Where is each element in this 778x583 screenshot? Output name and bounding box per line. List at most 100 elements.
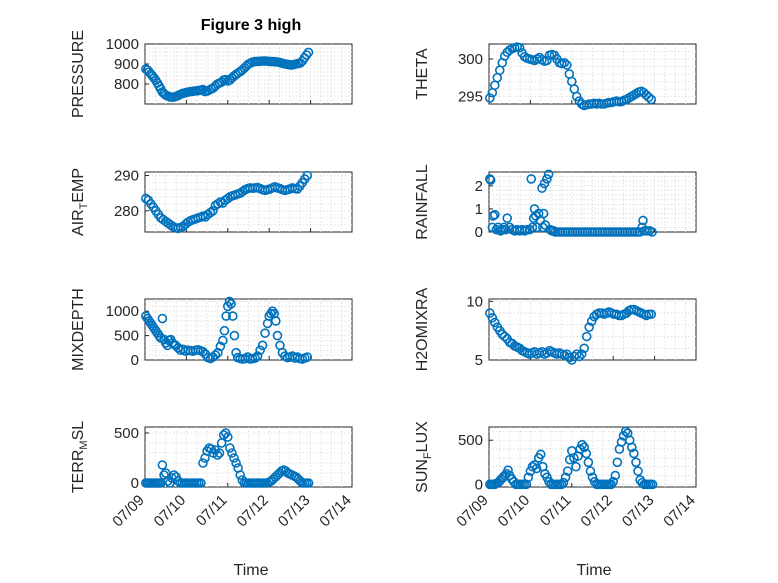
data-point — [223, 193, 233, 204]
data-point — [208, 206, 218, 216]
data-point — [485, 175, 496, 185]
data-point — [224, 296, 235, 307]
y-axis-label-subscript: M — [78, 440, 90, 449]
x-tick-label: 07/12 — [233, 492, 272, 531]
data-point — [577, 439, 587, 450]
data-point — [646, 94, 657, 105]
data-point — [574, 351, 585, 362]
x-tick-label: 07/14 — [316, 492, 355, 531]
data-point — [576, 349, 587, 359]
data-point — [581, 331, 592, 342]
y-axis-label: RAINFALL — [414, 164, 431, 240]
data-point — [542, 472, 552, 483]
y-axis-label-main: RAINFALL — [414, 164, 431, 240]
y-axis-label: SUNFLUX — [414, 421, 434, 493]
data-point — [629, 448, 639, 459]
subplot-sun: 0 500 07/09 07/10 07/11 07/12 07/13 07/14 SUNFLU… — [414, 421, 699, 531]
data-point — [514, 42, 525, 53]
data-point — [301, 50, 312, 60]
x-tick-label: 07/11 — [193, 492, 231, 530]
data-point — [198, 458, 208, 468]
y-tick-label: 0 — [475, 224, 483, 241]
y-tick-label: 2 — [475, 178, 483, 195]
data-point — [165, 220, 176, 230]
data-point — [213, 198, 223, 209]
data-point — [562, 60, 572, 70]
y-axis-label-main: MIXDEPTH — [70, 288, 87, 371]
data-point — [585, 466, 596, 476]
y-tick-label: 295 — [458, 89, 483, 106]
series-markers — [141, 296, 313, 364]
series-markers — [485, 304, 657, 365]
series-markers — [485, 169, 657, 237]
data-point — [215, 341, 226, 352]
data-point — [257, 340, 268, 351]
x-tick-label: 07/09 — [109, 492, 148, 531]
x-tick-label: 07/12 — [577, 492, 616, 531]
series-markers — [141, 170, 313, 234]
data-point — [560, 472, 571, 483]
y-axis-label-main: THETA — [414, 48, 431, 100]
data-point — [586, 316, 597, 327]
data-point — [198, 346, 208, 357]
data-point — [141, 193, 151, 204]
series-markers — [141, 428, 314, 488]
y-axis-label-rest: SL — [70, 421, 87, 441]
y-axis-label: TERRMSL — [70, 421, 90, 493]
subplot-h2omixra: 5 10 H2OMIXRA — [414, 287, 697, 371]
y-tick-label: 500 — [458, 432, 483, 449]
data-point — [531, 463, 542, 474]
x-tick-label: 07/14 — [660, 492, 699, 531]
subplot-mixdepth: 0 500 1000 MIXDEPTH — [70, 288, 353, 371]
data-point — [252, 351, 263, 361]
data-point — [610, 470, 621, 481]
data-point — [606, 479, 616, 490]
data-point — [627, 442, 637, 453]
data-point — [271, 316, 281, 326]
y-axis-label-main: SUN — [414, 459, 431, 493]
data-point — [571, 461, 581, 472]
data-point — [302, 352, 313, 362]
y-tick-label: 300 — [458, 51, 483, 68]
data-point — [226, 299, 236, 309]
data-point — [227, 448, 237, 458]
y-tick-label: 5 — [475, 352, 483, 369]
data-point — [538, 208, 549, 219]
data-point — [543, 169, 554, 180]
data-point — [503, 465, 513, 476]
data-point — [647, 479, 658, 490]
y-tick-label: 280 — [114, 203, 139, 220]
y-axis-label: AIRTEMP — [70, 168, 90, 236]
data-point — [214, 448, 225, 458]
y-axis-label-subscript: F — [422, 452, 434, 459]
data-point — [620, 426, 631, 437]
data-point — [499, 222, 509, 233]
data-point — [502, 213, 513, 223]
y-tick-label: 1 — [475, 201, 483, 218]
y-tick-label: 800 — [114, 76, 139, 93]
data-point — [527, 222, 538, 233]
data-point — [266, 308, 276, 319]
x-tick-label: 07/10 — [495, 492, 534, 531]
y-axis-label-main: H2OMIXRA — [414, 287, 431, 371]
data-point — [272, 330, 283, 341]
x-axis-label-left: Time — [234, 562, 269, 579]
y-tick-label: 0 — [475, 476, 483, 493]
data-point — [526, 174, 537, 184]
data-point — [221, 311, 231, 321]
series-markers — [141, 47, 314, 102]
data-point — [548, 226, 559, 236]
data-point — [633, 466, 643, 476]
data-point — [485, 93, 495, 103]
y-axis-label: THETA — [414, 48, 431, 100]
x-tick-label: 07/13 — [275, 492, 314, 531]
data-point — [489, 209, 500, 220]
y-axis-label-subscript: T — [78, 202, 90, 209]
data-point — [255, 345, 265, 356]
y-axis-label: MIXDEPTH — [70, 288, 87, 371]
data-point — [608, 476, 619, 487]
data-point — [542, 55, 552, 66]
figure-title: Figure 3 high — [201, 17, 301, 34]
y-axis-label: PRESSURE — [70, 30, 87, 118]
